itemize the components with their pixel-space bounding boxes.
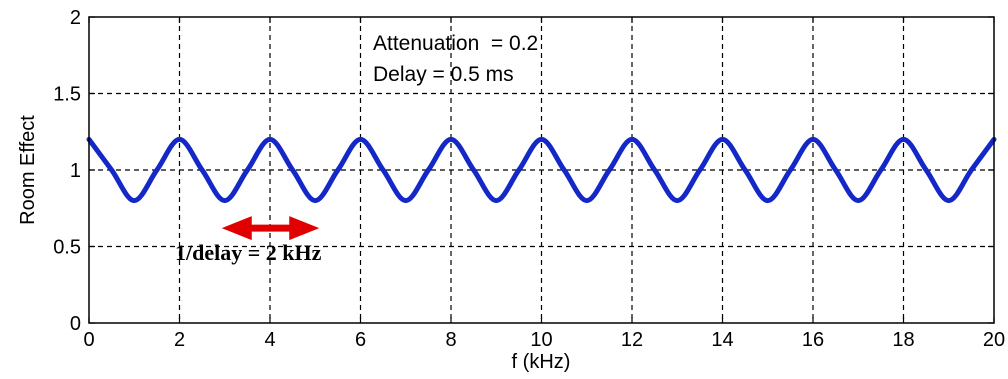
x-tick-label: 16 [802,329,824,351]
x-tick-label: 4 [264,329,275,351]
x-tick-label: 14 [711,329,733,351]
x-tick-label: 8 [445,329,456,351]
x-tick-label: 18 [892,329,914,351]
series-line [86,136,997,204]
y-tick-label: 1.5 [53,84,81,106]
annotation-delay: Delay = 0.5 ms [373,63,514,86]
y-tick-label: 1 [70,160,81,182]
x-tick-label: 6 [355,329,366,351]
x-tick-label: 2 [174,329,185,351]
y-tick-label: 2 [70,7,81,29]
x-tick-label: 10 [530,329,552,351]
x-tick-label: 20 [983,329,1005,351]
y-tick-label: 0.5 [53,237,81,259]
arrow-head-left [221,216,252,241]
annotation-attenuation: Attenuation = 0.2 [373,32,538,55]
y-axis-label: Room Effect [17,115,39,225]
tick-layer: 0 2 4 6 8 10 12 14 16 18 20 0 0.5 1 1.5 2 [53,7,1005,351]
y-tick-label: 0 [70,313,81,335]
x-tick-label: 12 [621,329,643,351]
x-axis-label: f (kHz) [512,351,571,373]
series-layer [86,136,997,204]
arrow-head-right [289,216,320,241]
grid-lines [89,17,994,323]
double-arrow [221,216,320,241]
x-tick-label: 0 [83,329,94,351]
annotation-inverse-delay: 1/delay = 2 kHz [175,240,322,265]
